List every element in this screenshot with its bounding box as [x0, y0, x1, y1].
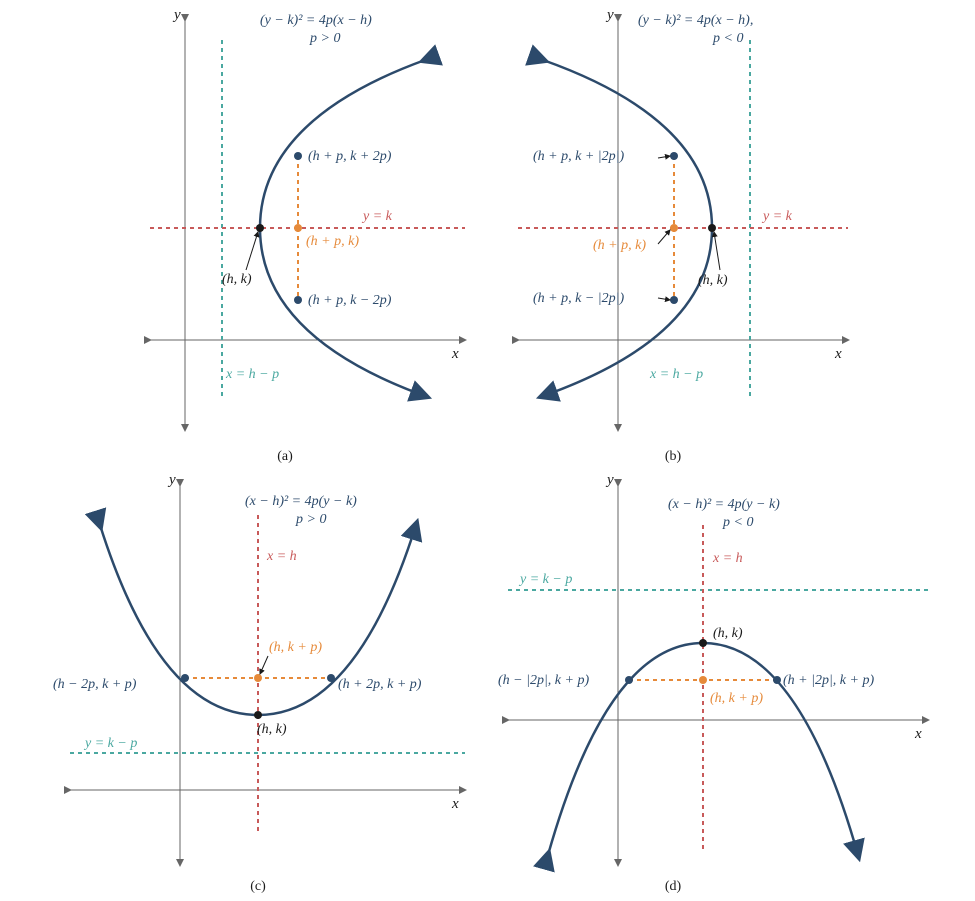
focus-label: (h + p, k) [593, 238, 646, 253]
lr-bot-label: (h + p, k − 2p) [308, 293, 392, 308]
lr-bot-point [670, 296, 678, 304]
panel-b-svg: y x (y − k)² = 4p(x − h), p < 0 y = k x … [488, 0, 975, 470]
equation-label: (x − h)² = 4p(y − k) [245, 494, 357, 509]
condition-label: p > 0 [295, 512, 326, 527]
directrix-label: x = h − p [649, 367, 703, 382]
vertex-leader [714, 232, 720, 270]
panel-d-svg: y x (x − h)² = 4p(y − k) p < 0 x = h y =… [488, 470, 975, 901]
lr-left-point [625, 676, 633, 684]
lr-top-leader [658, 156, 670, 158]
symmetry-label: y = k [361, 209, 393, 224]
lr-bot-leader [658, 298, 670, 300]
x-axis-label: x [451, 796, 459, 812]
directrix-label: x = h − p [225, 367, 279, 382]
x-axis-label: x [914, 726, 922, 742]
lr-bot-point [294, 296, 302, 304]
lr-bot-label: (h + p, k − |2p|) [533, 291, 624, 306]
vertex-label: (h, k) [257, 722, 287, 737]
equation-label: (y − k)² = 4p(x − h), [638, 13, 753, 28]
vertex-point [699, 639, 707, 647]
condition-label: p < 0 [712, 31, 743, 46]
equation-label: (y − k)² = 4p(x − h) [260, 13, 372, 28]
caption: (a) [277, 449, 293, 464]
vertex-label: (h, k) [698, 273, 728, 288]
focus-label: (h, k + p) [710, 691, 763, 706]
panel-c: y x (x − h)² = 4p(y − k) p > 0 x = h y =… [0, 470, 488, 901]
focus-point [699, 676, 707, 684]
lr-top-point [670, 152, 678, 160]
focus-leader [658, 230, 670, 244]
directrix-label: y = k − p [518, 572, 572, 587]
vertex-point [708, 224, 716, 232]
caption: (d) [664, 879, 681, 894]
lr-right-label: (h + |2p|, k + p) [783, 673, 874, 688]
lr-top-point [294, 152, 302, 160]
equation-label: (x − h)² = 4p(y − k) [668, 497, 780, 512]
focus-leader [260, 656, 268, 674]
y-axis-label: y [167, 472, 176, 488]
y-axis-label: y [605, 7, 614, 23]
vertex-label: (h, k) [222, 272, 252, 287]
parabola-diagram-grid: y x (y − k)² = 4p(x − h) p > 0 y = k x =… [0, 0, 975, 901]
condition-label: p < 0 [722, 515, 753, 530]
symmetry-label: x = h [712, 551, 743, 566]
symmetry-label: y = k [761, 209, 793, 224]
directrix-label: y = k − p [83, 736, 137, 751]
panel-c-svg: y x (x − h)² = 4p(y − k) p > 0 x = h y =… [0, 470, 487, 901]
focus-label: (h, k + p) [269, 640, 322, 655]
lr-left-label: (h − 2p, k + p) [53, 677, 137, 692]
vertex-leader [246, 232, 258, 270]
focus-point [254, 674, 262, 682]
x-axis-label: x [834, 346, 842, 362]
lr-right-label: (h + 2p, k + p) [338, 677, 422, 692]
y-axis-label: y [172, 7, 181, 23]
vertex-point [256, 224, 264, 232]
panel-a: y x (y − k)² = 4p(x − h) p > 0 y = k x =… [0, 0, 488, 470]
panel-d: y x (x − h)² = 4p(y − k) p < 0 x = h y =… [488, 470, 975, 901]
lr-right-point [327, 674, 335, 682]
x-axis-label: x [451, 346, 459, 362]
lr-top-label: (h + p, k + 2p) [308, 149, 392, 164]
caption: (b) [664, 449, 681, 464]
panel-a-svg: y x (y − k)² = 4p(x − h) p > 0 y = k x =… [0, 0, 487, 470]
lr-top-label: (h + p, k + |2p|) [533, 149, 624, 164]
y-axis-label: y [605, 472, 614, 488]
condition-label: p > 0 [309, 31, 340, 46]
caption: (c) [250, 879, 266, 894]
symmetry-label: x = h [266, 549, 297, 564]
vertex-label: (h, k) [713, 626, 743, 641]
vertex-point [254, 711, 262, 719]
focus-point [670, 224, 678, 232]
focus-point [294, 224, 302, 232]
panel-b: y x (y − k)² = 4p(x − h), p < 0 y = k x … [488, 0, 975, 470]
lr-left-label: (h − |2p|, k + p) [498, 673, 589, 688]
lr-right-point [773, 676, 781, 684]
lr-left-point [181, 674, 189, 682]
focus-label: (h + p, k) [306, 234, 359, 249]
